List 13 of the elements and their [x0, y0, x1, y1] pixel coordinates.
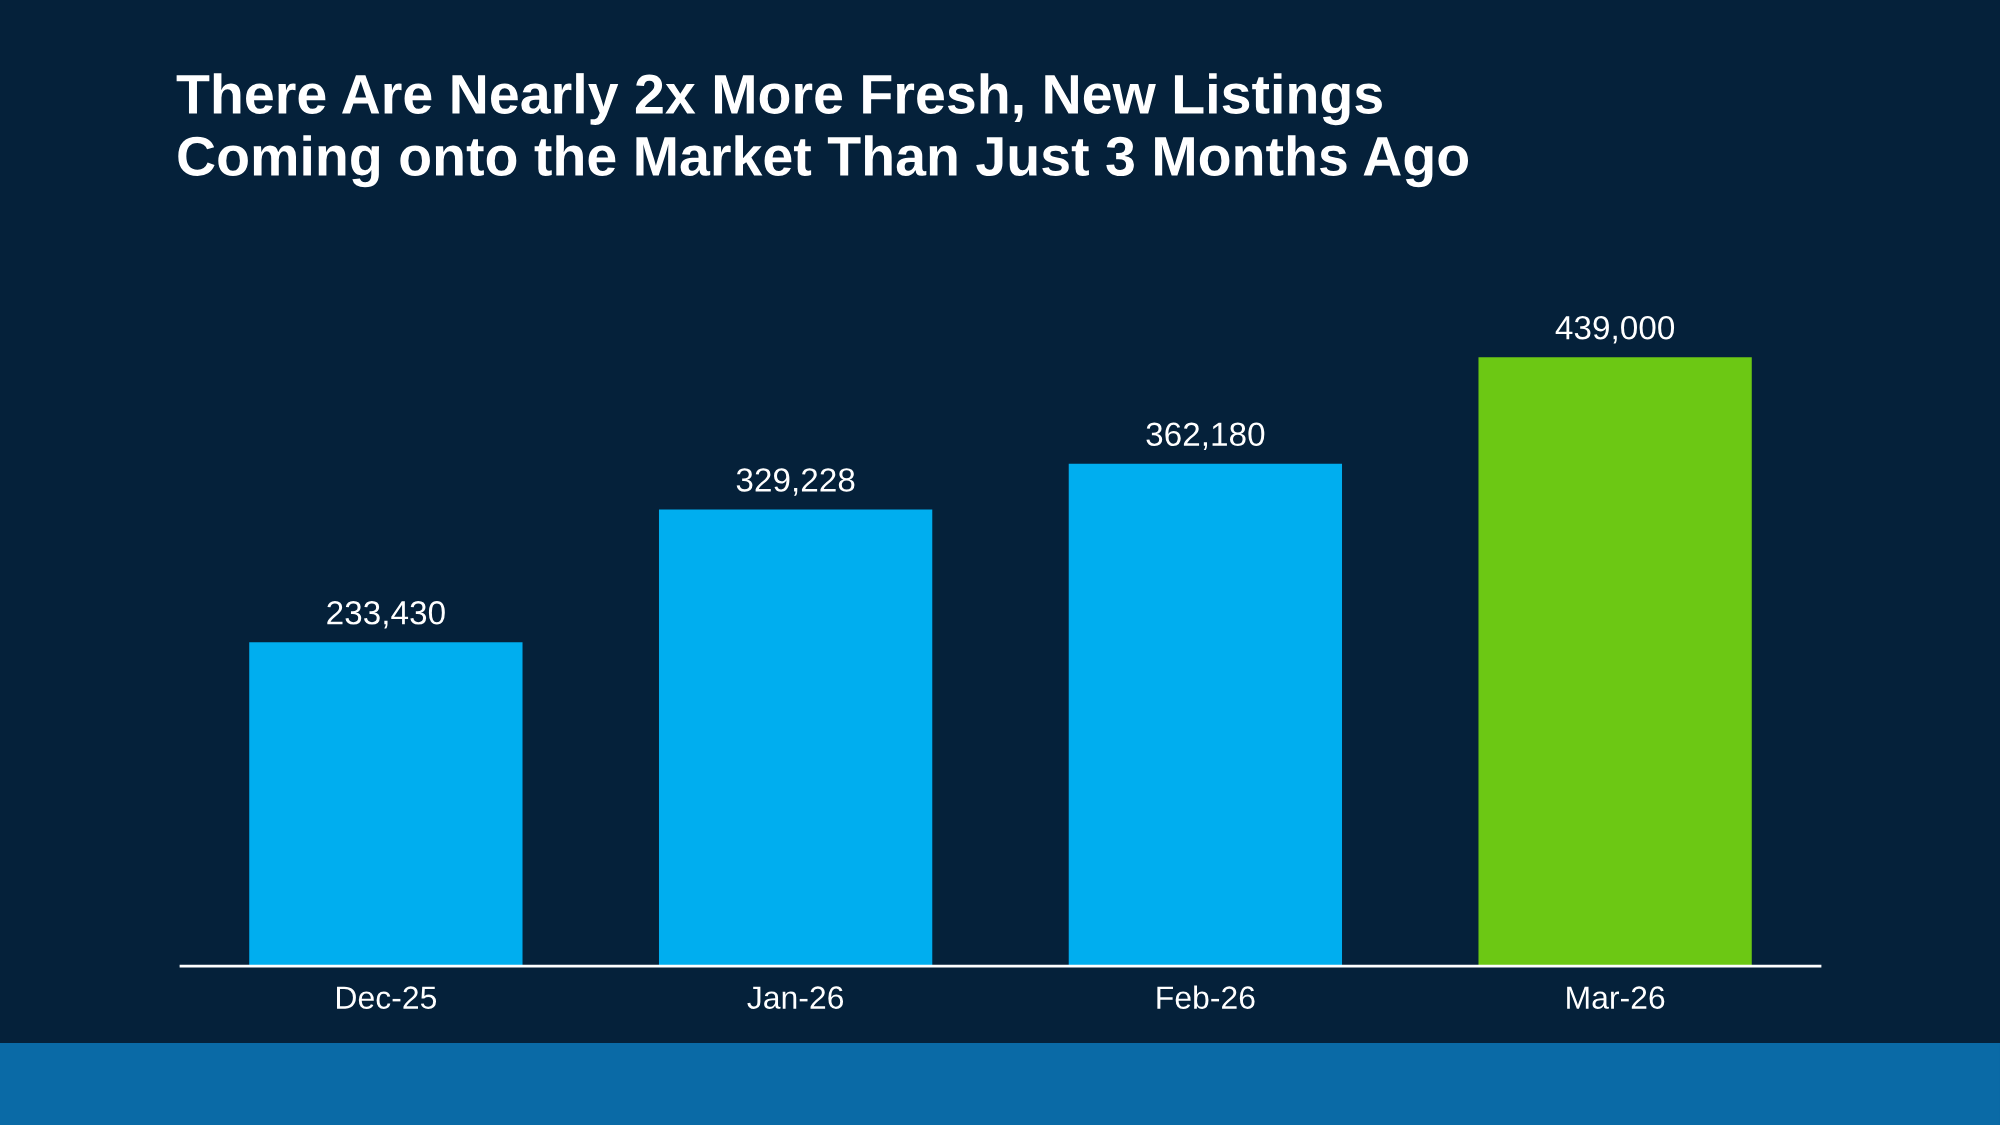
- data-label: 329,228: [736, 468, 855, 496]
- chart-title: There Are Nearly 2x More Fresh, New Listings Coming onto the Market Than Just 3 Months Ago: [176, 73, 1469, 188]
- bar: [249, 642, 523, 967]
- bar: [1068, 463, 1343, 967]
- x-tick-label: Jan-26: [747, 986, 844, 1009]
- bar: [658, 509, 933, 967]
- x-tick-label: Mar-26: [1567, 986, 1665, 1009]
- x-tick-label: Dec-25: [337, 986, 437, 1009]
- x-tick-label: Feb-26: [1157, 985, 1255, 1009]
- data-label: 233,430: [327, 601, 445, 629]
- data-label: 439,000: [1555, 315, 1675, 344]
- bar: [1478, 357, 1752, 967]
- data-label: 362,180: [1146, 422, 1265, 451]
